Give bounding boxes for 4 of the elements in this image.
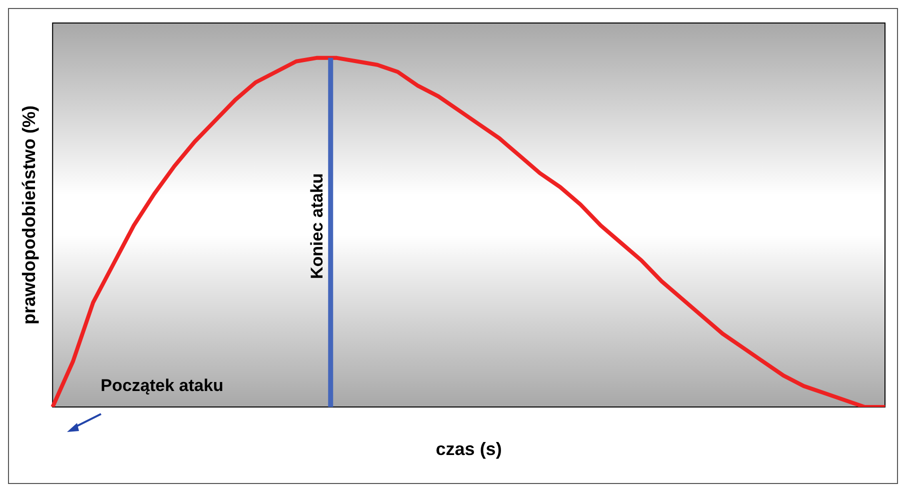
x-axis-title: czas (s) [436, 439, 502, 460]
annotation: Koniec ataku [308, 173, 327, 279]
y-axis-title: prawdopodobieństwo (%) [18, 106, 39, 324]
annotation: Początek ataku [100, 376, 224, 395]
